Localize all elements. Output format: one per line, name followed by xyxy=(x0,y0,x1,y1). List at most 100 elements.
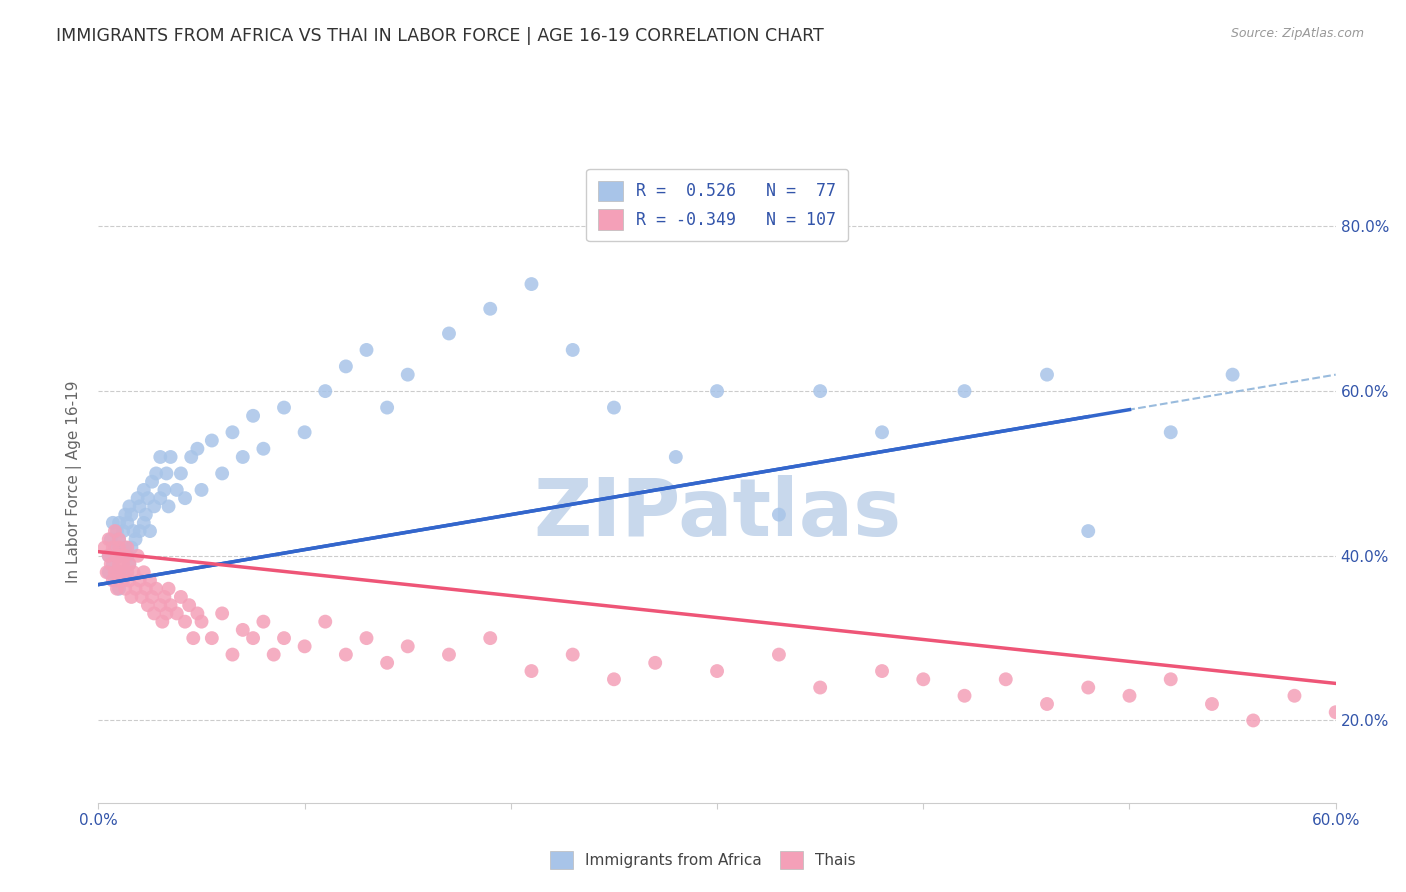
Point xyxy=(101,574,124,588)
Point xyxy=(136,491,159,505)
Point xyxy=(104,524,127,538)
Point xyxy=(1036,697,1059,711)
Point xyxy=(108,541,131,555)
Point xyxy=(159,450,181,464)
Point xyxy=(665,450,688,464)
Text: ZIPatlas: ZIPatlas xyxy=(533,475,901,553)
Point xyxy=(105,549,128,563)
Point xyxy=(141,590,163,604)
Point xyxy=(127,549,149,563)
Point xyxy=(263,648,285,662)
Point xyxy=(211,467,233,481)
Point xyxy=(953,689,976,703)
Point xyxy=(335,359,357,374)
Point xyxy=(105,549,128,563)
Point xyxy=(114,508,136,522)
Point xyxy=(97,566,120,580)
Point xyxy=(143,607,166,621)
Point xyxy=(153,590,176,604)
Point xyxy=(870,425,893,440)
Point xyxy=(153,483,176,497)
Point xyxy=(128,574,150,588)
Point xyxy=(808,681,831,695)
Point xyxy=(221,648,243,662)
Point xyxy=(124,533,146,547)
Point xyxy=(174,615,197,629)
Point xyxy=(375,401,398,415)
Point xyxy=(105,582,128,596)
Point xyxy=(561,343,583,357)
Legend: Immigrants from Africa, Thais: Immigrants from Africa, Thais xyxy=(544,845,862,875)
Point xyxy=(120,541,142,555)
Point xyxy=(179,598,201,612)
Point xyxy=(437,648,460,662)
Point xyxy=(105,524,128,538)
Point xyxy=(118,557,141,571)
Point xyxy=(1284,689,1306,703)
Point xyxy=(157,500,180,514)
Point xyxy=(808,384,831,398)
Point xyxy=(124,582,146,596)
Point xyxy=(149,491,172,505)
Point xyxy=(994,673,1017,687)
Point xyxy=(118,557,141,571)
Point xyxy=(1077,681,1099,695)
Point xyxy=(252,442,274,456)
Point xyxy=(1324,705,1347,719)
Point xyxy=(101,541,124,555)
Point xyxy=(141,475,163,489)
Point xyxy=(122,566,145,580)
Point xyxy=(314,384,336,398)
Point xyxy=(114,541,136,555)
Point xyxy=(108,566,131,580)
Point xyxy=(170,590,193,604)
Point xyxy=(1160,425,1182,440)
Point xyxy=(273,631,295,645)
Point xyxy=(155,607,177,621)
Point xyxy=(294,425,316,440)
Point xyxy=(108,557,131,571)
Point xyxy=(104,541,127,555)
Point xyxy=(768,508,790,522)
Point xyxy=(706,664,728,678)
Point xyxy=(96,566,118,580)
Point xyxy=(97,549,120,563)
Point xyxy=(136,598,159,612)
Point xyxy=(97,549,120,563)
Point xyxy=(186,442,208,456)
Point xyxy=(314,615,336,629)
Point xyxy=(108,566,131,580)
Point xyxy=(139,574,162,588)
Point xyxy=(180,450,202,464)
Point xyxy=(953,384,976,398)
Point xyxy=(186,607,208,621)
Point xyxy=(201,434,224,448)
Point xyxy=(112,566,135,580)
Point xyxy=(135,508,157,522)
Point xyxy=(108,549,131,563)
Point xyxy=(122,524,145,538)
Point xyxy=(155,467,177,481)
Point xyxy=(150,615,173,629)
Point xyxy=(149,450,172,464)
Point xyxy=(912,673,935,687)
Point xyxy=(117,541,139,555)
Point xyxy=(108,533,131,547)
Point xyxy=(117,516,139,530)
Point xyxy=(335,648,357,662)
Point xyxy=(768,648,790,662)
Point xyxy=(294,640,316,654)
Point xyxy=(112,557,135,571)
Point xyxy=(870,664,893,678)
Point xyxy=(143,500,166,514)
Point xyxy=(101,557,124,571)
Point xyxy=(97,533,120,547)
Text: Source: ZipAtlas.com: Source: ZipAtlas.com xyxy=(1230,27,1364,40)
Point xyxy=(120,508,142,522)
Point xyxy=(117,549,139,563)
Point xyxy=(100,557,122,571)
Point xyxy=(108,582,131,596)
Point xyxy=(706,384,728,398)
Point xyxy=(114,549,136,563)
Point xyxy=(157,582,180,596)
